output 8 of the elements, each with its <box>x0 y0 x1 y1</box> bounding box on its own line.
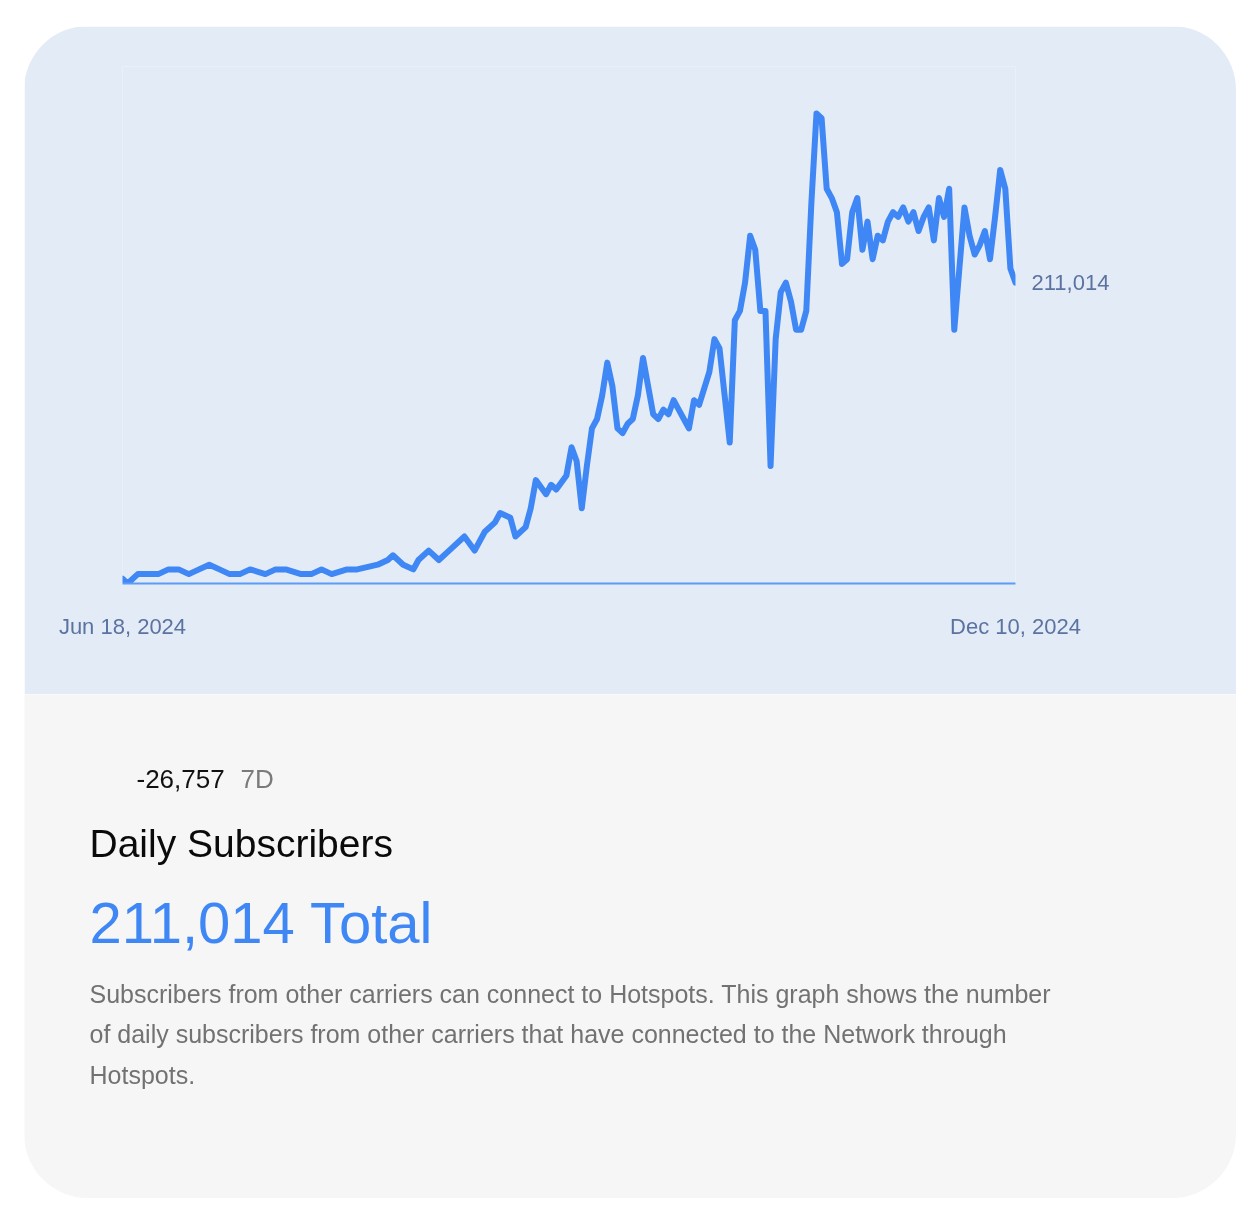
x-tick-label: Jun 18, 2024 <box>58 613 187 639</box>
text: -26,757 <box>136 763 225 794</box>
text: 7D <box>240 763 274 794</box>
text: Daily Subscribers <box>89 822 393 865</box>
text: 211,014 Total <box>89 890 433 955</box>
annotation: 211,014 <box>1031 270 1110 296</box>
text: Subscribers from other carriers can connect to Hotspots. This graph shows the number of daily subscribers from other carriers that have connected to the Network through Hotspots. <box>89 979 1051 1089</box>
x-tick-label: Dec 10, 2024 <box>950 613 1081 639</box>
